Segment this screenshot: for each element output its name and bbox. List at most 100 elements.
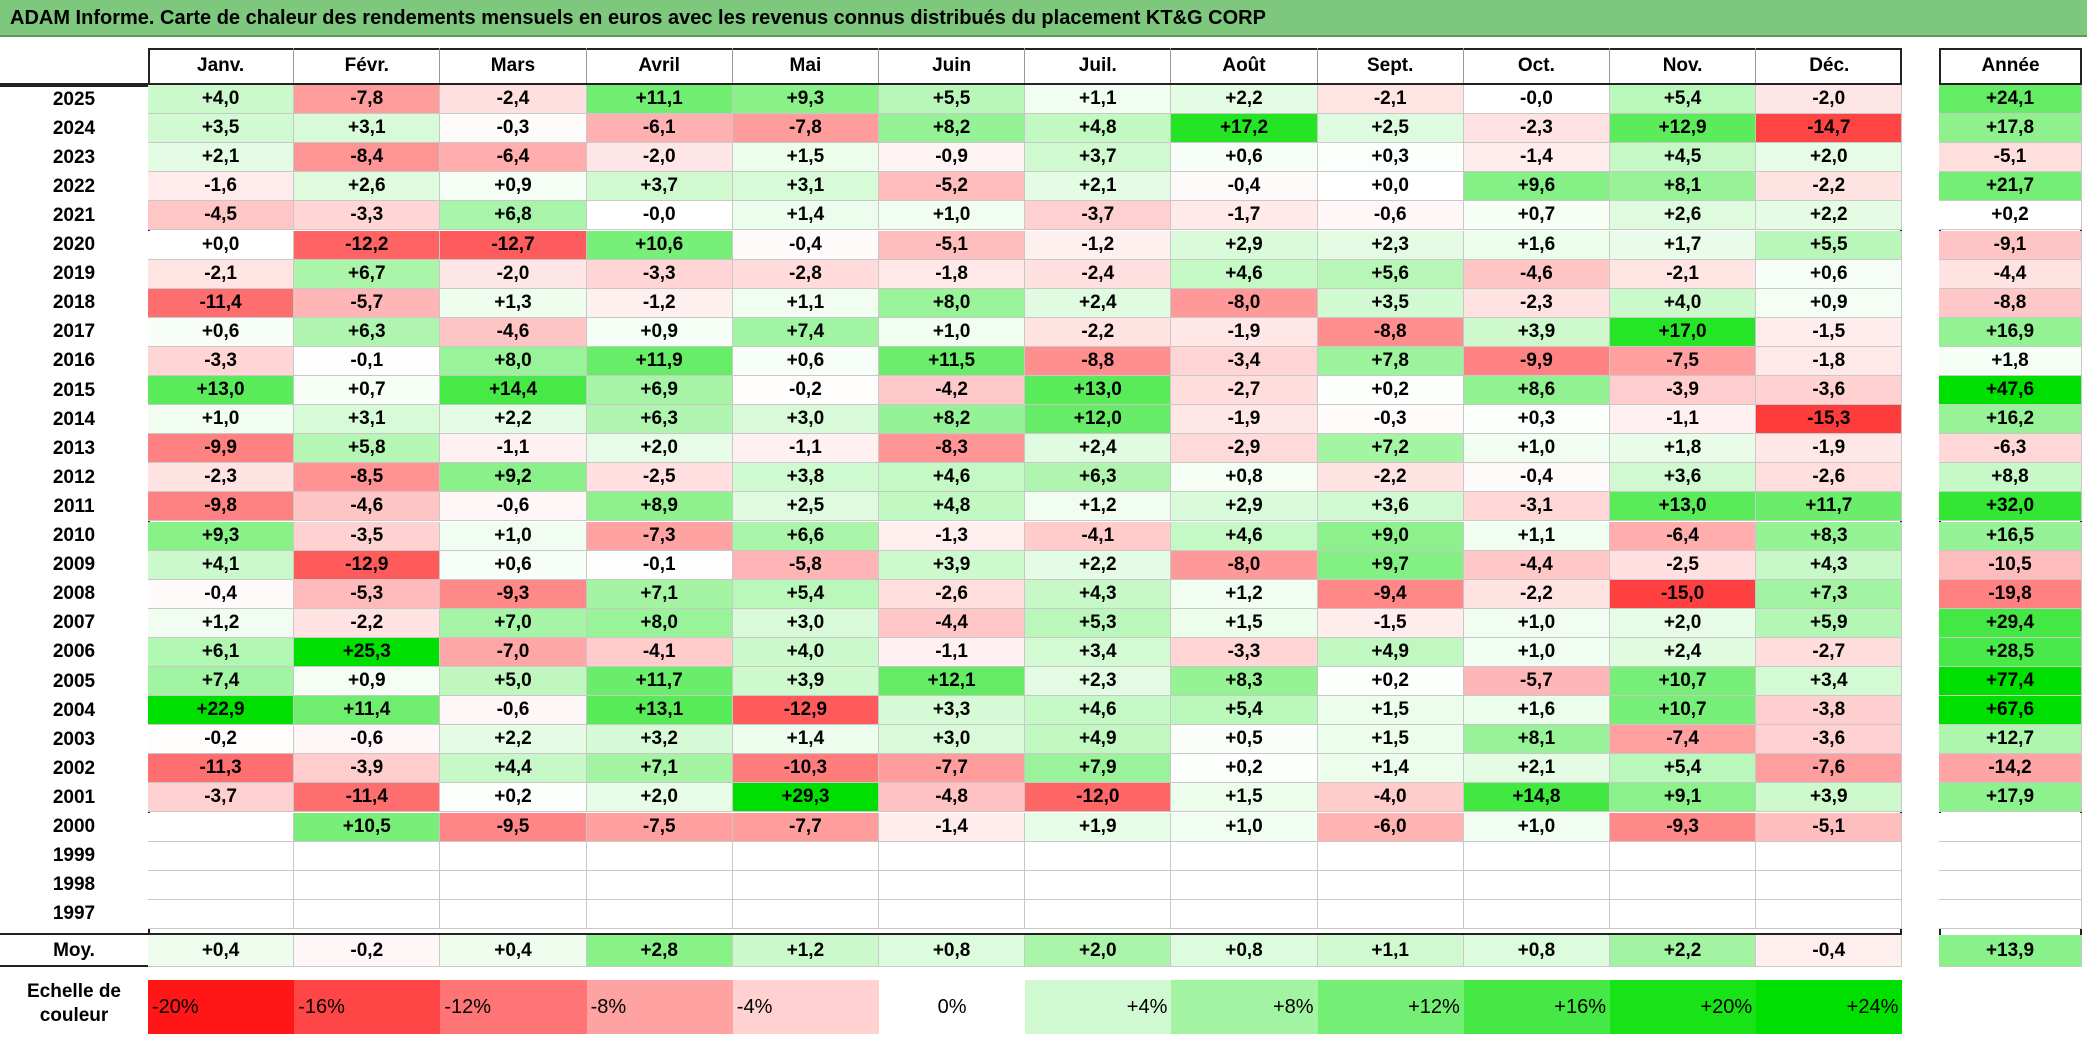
column-header: Janv. — [148, 48, 295, 84]
heatmap-cell: +8,0 — [440, 346, 587, 376]
heatmap-cell: -1,8 — [1756, 346, 1903, 376]
year-column-header: Année — [1981, 55, 2040, 76]
heatmap-cell: -2,0 — [586, 143, 733, 173]
heatmap-cell — [1171, 841, 1318, 871]
scale-label-line1: Echelle de — [27, 981, 121, 1002]
year-total-cell: +67,6 — [1939, 696, 2082, 726]
row-label: 1998 — [52, 874, 96, 896]
heatmap-cell: +3,8 — [732, 463, 879, 493]
heatmap-cell: +13,0 — [1610, 492, 1757, 522]
heatmap-cell: -8,0 — [1171, 288, 1318, 318]
heatmap-cell: +1,2 — [1171, 579, 1318, 609]
heatmap-cell: -4,1 — [586, 637, 733, 667]
heatmap-cell: +1,4 — [1317, 754, 1464, 784]
heatmap-cell: +1,0 — [1463, 434, 1610, 464]
year-total-cell: +28,5 — [1939, 637, 2082, 667]
heatmap-cell: -1,5 — [1756, 317, 1903, 347]
heatmap-cell — [1317, 870, 1464, 900]
heatmap-cell: +8,3 — [1171, 667, 1318, 697]
heatmap-cell: -9,5 — [440, 812, 587, 842]
heatmap-cell: +0,2 — [1317, 376, 1464, 406]
heatmap-cell: +2,9 — [1171, 492, 1318, 522]
heatmap-cell: -3,1 — [1463, 492, 1610, 522]
heatmap-cell: -1,7 — [1171, 201, 1318, 231]
heatmap-cell: +2,2 — [440, 405, 587, 435]
heatmap-cell — [879, 841, 1026, 871]
heatmap-cell: +1,1 — [1463, 521, 1610, 551]
row-label: 2010 — [52, 525, 96, 547]
row-label: 2016 — [52, 350, 96, 372]
year-total-cell: +16,9 — [1939, 317, 2082, 347]
heatmap-cell — [1756, 899, 1903, 929]
heatmap-cell: +2,1 — [1025, 172, 1172, 202]
average-cell: +0,8 — [879, 935, 1026, 967]
heatmap-cell: -12,9 — [732, 696, 879, 726]
heatmap-cell: +10,7 — [1610, 667, 1757, 697]
heatmap-cell: -8,3 — [879, 434, 1026, 464]
year-total-cell: +17,9 — [1939, 783, 2082, 813]
heatmap-cell: -2,5 — [586, 463, 733, 493]
heatmap-cell: -15,3 — [1756, 405, 1903, 435]
heatmap-cell: +2,2 — [1025, 550, 1172, 580]
heatmap-cell: +8,0 — [586, 608, 733, 638]
heatmap-cell — [148, 812, 295, 842]
heatmap-cell: +1,5 — [1171, 783, 1318, 813]
year-total-cell: -14,2 — [1939, 754, 2082, 784]
heatmap-cell: +6,6 — [732, 521, 879, 551]
year-total-cell: +47,6 — [1939, 376, 2082, 406]
heatmap-cell: +7,1 — [586, 754, 733, 784]
heatmap-cell: -6,4 — [1610, 521, 1757, 551]
heatmap-cell — [1756, 870, 1903, 900]
heatmap-cell: +9,3 — [148, 521, 295, 551]
heatmap-cell: +3,1 — [294, 405, 441, 435]
heatmap-cell: +4,6 — [1171, 521, 1318, 551]
year-total-cell: +16,5 — [1939, 521, 2082, 551]
heatmap-cell: -3,8 — [1756, 696, 1903, 726]
heatmap-cell: -7,4 — [1610, 725, 1757, 755]
heatmap-cell: -7,7 — [879, 754, 1026, 784]
heatmap-cell: +2,4 — [1025, 434, 1172, 464]
heatmap-cell: -12,7 — [440, 230, 587, 260]
column-header: Juin — [879, 48, 1026, 84]
heatmap-cell: +0,7 — [294, 376, 441, 406]
heatmap-cell: -1,6 — [148, 172, 295, 202]
heatmap-cell: -8,0 — [1171, 550, 1318, 580]
heatmap-cell: -12,0 — [1025, 783, 1172, 813]
heatmap-cell: +0,0 — [1317, 172, 1464, 202]
heatmap-cell: -2,7 — [1171, 376, 1318, 406]
heatmap-cell: +3,1 — [732, 172, 879, 202]
heatmap-cell: -2,5 — [1610, 550, 1757, 580]
heatmap-cell: -5,7 — [1463, 667, 1610, 697]
row-label: 2002 — [52, 757, 96, 779]
heatmap-cell: -9,8 — [148, 492, 295, 522]
heatmap-cell: -7,7 — [732, 812, 879, 842]
heatmap-cell: +11,1 — [586, 85, 733, 115]
average-cell: +0,4 — [440, 935, 587, 967]
average-cell: +2,2 — [1610, 935, 1757, 967]
heatmap-cell: -1,1 — [1610, 405, 1757, 435]
heatmap-cell — [294, 870, 441, 900]
heatmap-cell — [586, 841, 733, 871]
row-label: 2009 — [52, 554, 96, 576]
heatmap-cell — [1025, 899, 1172, 929]
heatmap-cell: -9,9 — [1463, 346, 1610, 376]
year-total-cell: +24,1 — [1939, 85, 2082, 115]
heatmap-cell — [1025, 870, 1172, 900]
year-total-cell: -9,1 — [1939, 230, 2082, 260]
heatmap-cell: -1,9 — [1756, 434, 1903, 464]
heatmap-cell: +3,5 — [1317, 288, 1464, 318]
heatmap-cell: +4,3 — [1025, 579, 1172, 609]
heatmap-cell: -4,6 — [294, 492, 441, 522]
heatmap-cell: -8,4 — [294, 143, 441, 173]
heatmap-cell: +4,4 — [440, 754, 587, 784]
row-label: 1999 — [52, 845, 96, 867]
column-header: Févr. — [294, 48, 441, 84]
heatmap-cell: +8,2 — [879, 114, 1026, 144]
heatmap-cell: +1,7 — [1610, 230, 1757, 260]
heatmap-cell: +9,6 — [1463, 172, 1610, 202]
heatmap-cell: -3,4 — [1171, 346, 1318, 376]
heatmap-cell: +3,0 — [879, 725, 1026, 755]
heatmap-cell: -2,8 — [732, 259, 879, 289]
heatmap-cell — [148, 841, 295, 871]
heatmap-cell: +14,4 — [440, 376, 587, 406]
